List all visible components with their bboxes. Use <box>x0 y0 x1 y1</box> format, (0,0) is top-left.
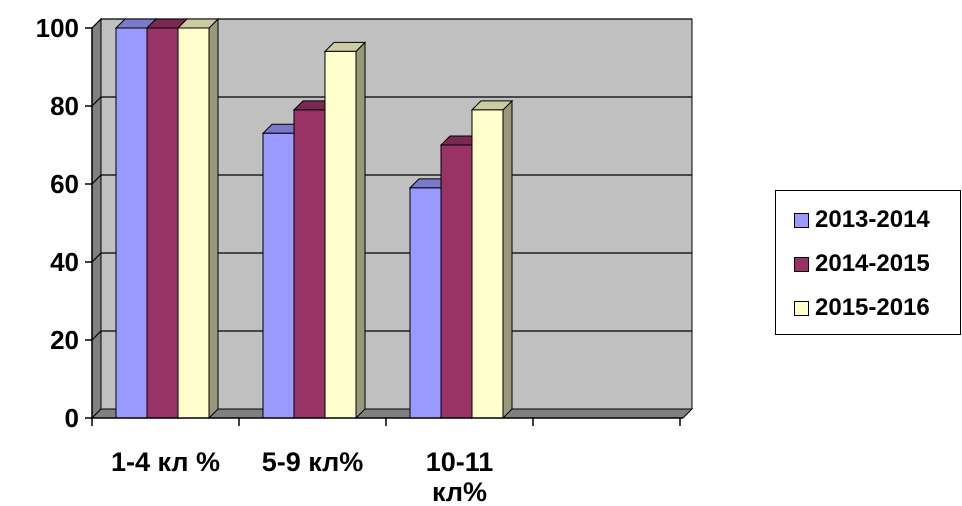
bar <box>409 187 442 419</box>
bar <box>471 109 504 419</box>
x-axis-labels: 1-4 кл % 5-9 кл% 10-11 кл% <box>111 447 493 506</box>
legend-swatch <box>794 256 809 272</box>
y-tick-label: 20 <box>50 325 79 355</box>
legend-label: 2014-2015 <box>815 250 930 277</box>
x-category-label: 5-9 кл% <box>262 447 364 477</box>
legend: 2013-2014 2014-2015 2015-2016 <box>775 190 961 335</box>
y-tick-label: 100 <box>36 13 79 43</box>
bar <box>115 27 148 419</box>
bar <box>440 144 473 419</box>
bar <box>293 109 326 419</box>
y-tick-label: 0 <box>65 403 79 433</box>
legend-item: 2015-2016 <box>794 293 930 323</box>
legend-item: 2013-2014 <box>794 205 930 235</box>
y-tick-label: 80 <box>50 91 79 121</box>
gridline <box>91 96 692 107</box>
y-tick-label: 60 <box>50 169 79 199</box>
x-category-label: 1-4 кл % <box>111 447 220 477</box>
bar <box>146 27 179 419</box>
bars <box>114 17 514 420</box>
gridline <box>91 18 692 29</box>
bar-side <box>355 41 366 420</box>
bar <box>324 50 357 419</box>
legend-item: 2014-2015 <box>794 249 930 279</box>
bar-side <box>208 17 219 420</box>
axes <box>91 28 683 426</box>
side-wall <box>91 17 102 420</box>
x-category-label: 10-11 кл% <box>426 447 494 506</box>
y-axis-ticks: 0 20 40 60 80 100 <box>36 13 92 433</box>
y-tick-label: 40 <box>50 247 79 277</box>
bar-side <box>502 99 513 420</box>
legend-label: 2013-2014 <box>815 206 930 233</box>
bar <box>177 27 210 419</box>
legend-label: 2015-2016 <box>815 294 930 321</box>
legend-swatch <box>794 212 809 228</box>
bar <box>262 132 295 419</box>
legend-swatch <box>794 300 809 316</box>
